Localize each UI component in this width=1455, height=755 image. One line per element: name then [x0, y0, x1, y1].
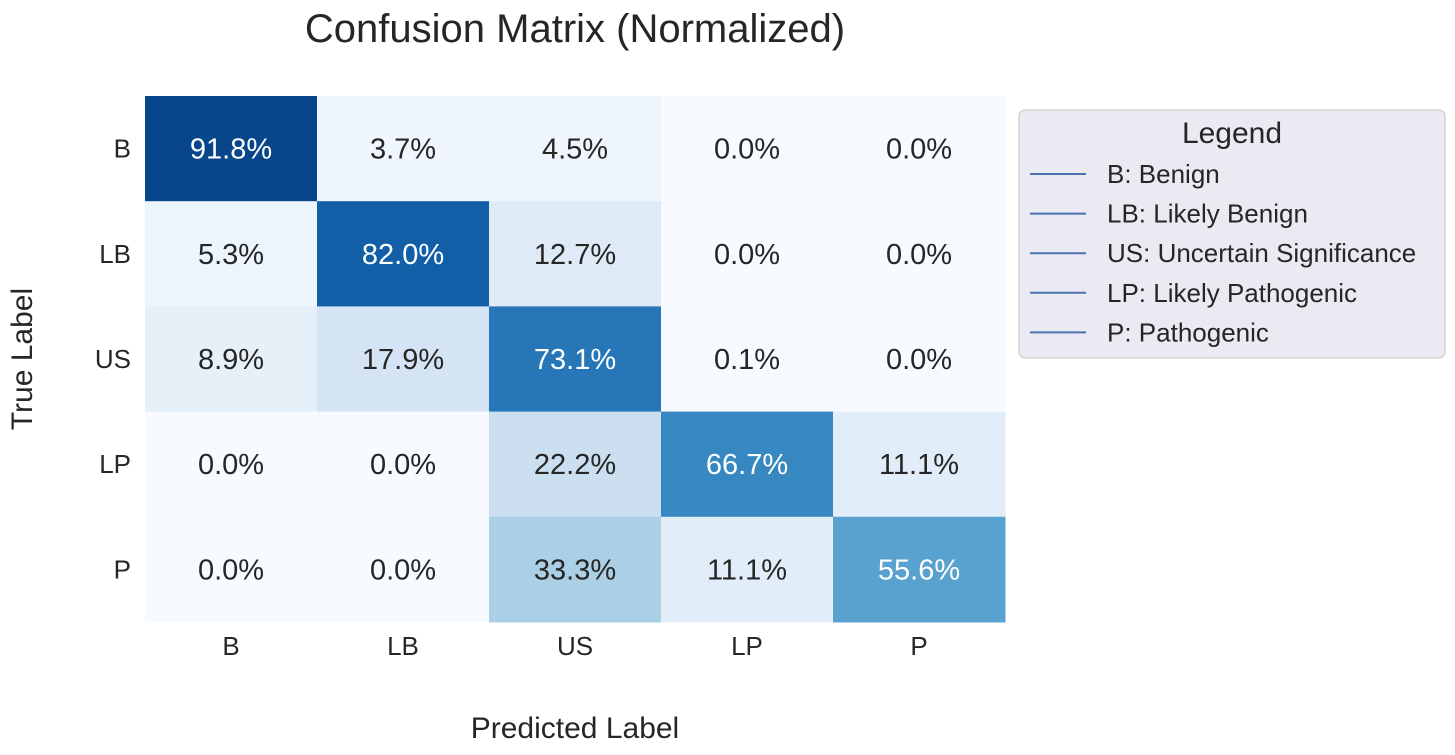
cell-value-label: 0.0% [886, 344, 952, 376]
y-tick-label: LP [99, 449, 131, 479]
heatmap-cell [489, 306, 662, 413]
cell-value-label: 11.1% [879, 449, 959, 481]
cell-value-label: 5.3% [198, 239, 264, 271]
cell-value-label: 73.1% [534, 344, 616, 376]
legend: Legend B: Benign LB: Likely Benign US: Unc… [1018, 109, 1446, 359]
heatmap-cell [317, 201, 490, 307]
cell-value-label: 33.3% [534, 554, 616, 586]
cell-value-label: 11.1% [707, 554, 787, 586]
heatmap-cell [833, 411, 1006, 518]
chart-title: Confusion Matrix (Normalized) [305, 7, 845, 51]
cell-value-label: 91.8% [190, 134, 272, 166]
x-axis-ticks: B LB US LP P [222, 631, 927, 661]
cell-value-label: 55.6% [878, 554, 960, 586]
cell-value-label: 0.0% [886, 134, 952, 166]
cell-value-label: 0.0% [886, 239, 952, 271]
cell-value-label: 0.0% [714, 134, 780, 166]
heatmap-cell [833, 201, 1006, 307]
heatmap-cell [145, 306, 318, 413]
legend-entry-label: LP: Likely Pathogenic [1107, 278, 1357, 308]
cell-value-label: 4.5% [542, 134, 608, 166]
y-tick-label: LB [99, 239, 131, 269]
heatmap-cell [145, 516, 318, 623]
cell-value-label: 8.9% [198, 344, 264, 376]
cell-value-label: 17.9% [362, 344, 444, 376]
heatmap-cells [145, 96, 1006, 623]
heatmap-cell [145, 201, 318, 307]
x-tick-label: B [222, 631, 239, 661]
y-tick-label: US [95, 344, 131, 374]
legend-entry-label: P: Pathogenic [1107, 317, 1269, 347]
y-axis-ticks: B LB US LP P [95, 134, 131, 585]
legend-entry-label: B: Benign [1107, 159, 1220, 189]
cell-value-label: 0.0% [370, 449, 436, 481]
y-tick-label: P [114, 554, 131, 584]
heatmap-cell [661, 201, 834, 307]
cell-value-label: 66.7% [706, 449, 788, 481]
heatmap-cell [833, 306, 1006, 413]
cell-value-label: 0.0% [714, 239, 780, 271]
heatmap-cell [317, 96, 490, 202]
heatmap-cell [489, 201, 662, 307]
heatmap-cell [661, 411, 834, 518]
y-axis-label: True Label [6, 288, 39, 430]
cell-value-label: 0.1% [714, 344, 780, 376]
heatmap-cell [833, 96, 1006, 202]
legend-title: Legend [1182, 117, 1282, 150]
heatmap-cell [145, 411, 318, 518]
x-tick-label: LB [387, 631, 419, 661]
cell-value-label: 3.7% [370, 134, 436, 166]
cell-value-label: 0.0% [198, 554, 264, 586]
heatmap-cell [833, 516, 1006, 623]
cell-value-label: 0.0% [370, 554, 436, 586]
cell-value-label: 12.7% [534, 239, 616, 271]
cell-value-label: 0.0% [198, 449, 264, 481]
heatmap-cell [317, 516, 490, 623]
x-tick-label: US [557, 631, 593, 661]
heatmap-cell [489, 96, 662, 202]
heatmap-cell [661, 516, 834, 623]
heatmap-cell [145, 96, 318, 202]
heatmap-cell-labels: 91.8% 3.7% 4.5% 0.0% 0.0% 5.3% 82.0% 12.7% 0.0% 0… [190, 134, 960, 587]
x-axis-label: Predicted Label [471, 712, 679, 745]
cell-value-label: 82.0% [362, 239, 444, 271]
y-tick-label: B [114, 134, 131, 164]
heatmap-cell [489, 411, 662, 518]
x-tick-label: P [910, 631, 927, 661]
cell-value-label: 22.2% [534, 449, 616, 481]
heatmap-cell [661, 96, 834, 202]
legend-box [1018, 109, 1446, 359]
legend-entry-label: LB: Likely Benign [1107, 199, 1308, 229]
x-tick-label: LP [731, 631, 763, 661]
heatmap-cell [489, 516, 662, 623]
legend-entry-label: US: Uncertain Significance [1107, 238, 1416, 268]
heatmap-cell [661, 306, 834, 413]
heatmap-cell [317, 411, 490, 518]
heatmap-cell [317, 306, 490, 413]
